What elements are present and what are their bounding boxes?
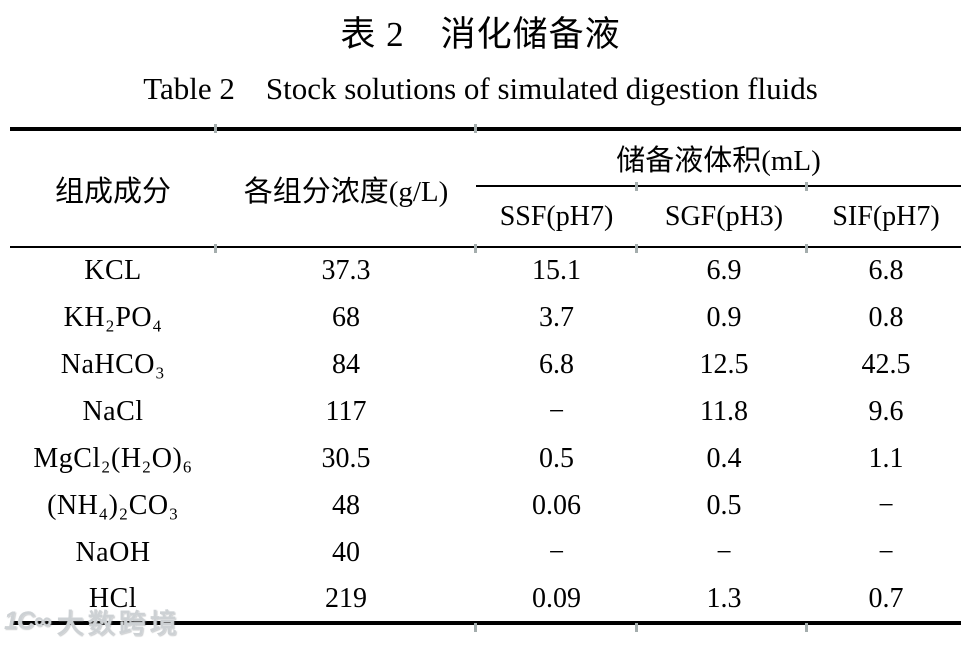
header-sgf: SGF(pH3)	[637, 186, 811, 248]
cell-sif: −	[878, 536, 894, 568]
table-body: KCL 37.3 15.1 6.9 6.8 KH₂PO₄ 68 3.7 0.9 …	[10, 247, 961, 623]
cell-ssf: 15.1	[532, 255, 581, 286]
table-row: (NH₄)₂CO₃ 48 0.06 0.5 −	[10, 482, 961, 529]
cell-sgf: 0.9	[706, 301, 742, 333]
cell-concentration: 84	[332, 348, 360, 380]
watermark-text: 大数跨境	[56, 609, 181, 639]
table-title-english: Table 2 Stock solutions of simulated dig…	[143, 71, 818, 106]
column-tick	[635, 182, 638, 191]
cell-concentration: 68	[332, 301, 360, 333]
header-component: 组成成分	[10, 129, 216, 248]
cell-concentration: 117	[325, 395, 367, 427]
cell-component: NaCl	[82, 395, 144, 427]
cell-sgf: 6.9	[706, 255, 742, 286]
cell-ssf: −	[548, 536, 565, 568]
column-tick	[635, 623, 638, 632]
column-tick	[805, 623, 808, 632]
cell-component: NaOH	[75, 536, 151, 568]
table-row: KH₂PO₄ 68 3.7 0.9 0.8	[10, 294, 961, 341]
cell-ssf: −	[548, 395, 565, 427]
cell-component: KH₂PO₄	[63, 301, 163, 333]
cell-concentration: 37.3	[321, 255, 371, 286]
cell-sgf: 12.5	[699, 348, 749, 380]
header-ssf: SSF(pH7)	[476, 186, 637, 248]
table-row: NaHCO₃ 84 6.8 12.5 42.5	[10, 341, 961, 388]
cell-sif: 42.5	[861, 348, 911, 380]
table-row: MgCl₂(H₂O)₆ 30.5 0.5 0.4 1.1	[10, 435, 961, 482]
cell-component: (NH₄)₂CO₃	[47, 489, 179, 521]
table-header: 组成成分 各组分浓度(g/L) 储备液体积(mL) SSF(pH7) SGF(p…	[10, 129, 961, 248]
cell-ssf: 6.8	[539, 348, 574, 380]
cell-sgf: 11.8	[700, 395, 748, 427]
watermark-logo-icon: 1C∞	[4, 607, 52, 635]
column-tick	[805, 182, 808, 191]
cell-concentration: 219	[325, 582, 367, 614]
header-concentration: 各组分浓度(g/L)	[216, 129, 476, 248]
table-title-chinese: 表 2 消化储备液	[340, 15, 621, 54]
cell-ssf: 0.5	[539, 442, 574, 474]
cell-sgf: 0.4	[706, 442, 742, 474]
watermark: 1C∞ 大数跨境	[4, 602, 181, 641]
cell-concentration: 40	[332, 536, 360, 568]
column-tick	[474, 124, 477, 133]
cell-sif: 9.6	[868, 395, 904, 427]
cell-component: NaHCO₃	[60, 348, 166, 380]
cell-sgf: 0.5	[706, 489, 742, 521]
stock-solutions-table: 组成成分 各组分浓度(g/L) 储备液体积(mL) SSF(pH7) SGF(p…	[10, 127, 961, 625]
header-volume-group: 储备液体积(mL)	[476, 129, 961, 187]
column-tick	[805, 244, 808, 253]
table-row: KCL 37.3 15.1 6.9 6.8	[10, 247, 961, 294]
column-tick	[474, 623, 477, 632]
table-row: NaCl 117 − 11.8 9.6	[10, 388, 961, 435]
cell-component: HCl	[88, 582, 138, 614]
cell-ssf: 0.09	[532, 582, 581, 614]
column-tick	[635, 244, 638, 253]
cell-ssf: 0.06	[532, 489, 581, 521]
header-sif: SIF(pH7)	[811, 186, 961, 248]
cell-concentration: 30.5	[321, 442, 371, 474]
cell-sif: 1.1	[868, 442, 904, 474]
table-row: NaOH 40 − − −	[10, 529, 961, 576]
table-row: HCl 219 0.09 1.3 0.7	[10, 576, 961, 623]
column-tick	[214, 124, 217, 133]
cell-sgf: −	[716, 536, 732, 568]
cell-concentration: 48	[332, 489, 360, 521]
cell-sif: 0.7	[868, 582, 904, 614]
cell-sif: 0.8	[868, 301, 904, 333]
cell-component: MgCl₂(H₂O)₆	[33, 442, 193, 474]
cell-sif: −	[878, 489, 894, 521]
cell-sif: 6.8	[868, 255, 904, 286]
cell-component: KCL	[84, 255, 142, 286]
cell-sgf: 1.3	[706, 582, 742, 614]
column-tick	[214, 244, 217, 253]
cell-ssf: 3.7	[539, 301, 574, 333]
column-tick	[474, 244, 477, 253]
